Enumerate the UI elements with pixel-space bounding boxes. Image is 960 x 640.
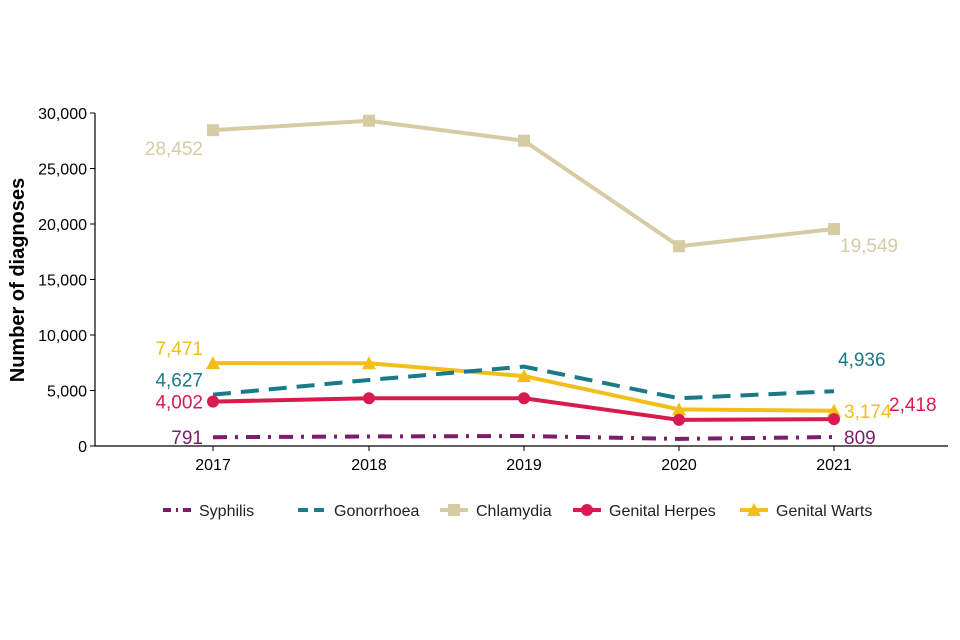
data-label-warts: 3,174 [844, 402, 892, 423]
series-warts [206, 356, 841, 417]
series-chlamydia [207, 114, 840, 253]
legend-label: Gonorrhoea [334, 503, 419, 520]
x-tick-label: 2021 [816, 457, 852, 474]
legend-swatch-marker [747, 503, 761, 516]
data-point-herpes [673, 413, 685, 426]
legend-label: Genital Herpes [609, 503, 716, 520]
y-tick-label: 15,000 [38, 273, 87, 290]
data-label-syphilis: 791 [171, 428, 203, 449]
legend-item-herpes: Genital Herpes [573, 503, 716, 520]
data-label-warts: 7,471 [155, 339, 203, 360]
data-point-chlamydia [207, 124, 219, 137]
y-tick-label: 20,000 [38, 217, 87, 234]
data-point-warts [362, 356, 376, 370]
x-tick-label: 2019 [506, 457, 542, 474]
x-tick-label: 2018 [351, 457, 387, 474]
data-label-syphilis: 809 [844, 428, 876, 449]
legend-swatch-marker [581, 504, 593, 516]
data-label-herpes: 4,002 [155, 393, 203, 414]
series-herpes [207, 392, 840, 426]
data-point-herpes [207, 395, 219, 408]
data-point-chlamydia [363, 114, 375, 127]
data-label-chlamydia: 28,452 [145, 139, 203, 160]
data-label-gonorrhoea: 4,627 [155, 371, 203, 392]
data-point-warts [206, 356, 220, 370]
legend-item-gonorrhoea: Gonorrhoea [298, 503, 419, 520]
data-point-chlamydia [673, 240, 685, 253]
legend-item-syphilis: Syphilis [163, 503, 254, 520]
legend-label: Syphilis [199, 503, 254, 520]
series-syphilis [212, 434, 835, 441]
legend-item-chlamydia: Chlamydia [440, 503, 552, 520]
data-point-chlamydia [828, 223, 840, 236]
y-tick-label: 10,000 [38, 328, 87, 345]
series-line-syphilis [212, 434, 835, 441]
y-ticks: 0 5,000 10,000 15,000 20,000 25,000 30,000 [38, 106, 95, 456]
y-tick-label: 5,000 [47, 384, 87, 401]
data-label-gonorrhoea: 4,936 [838, 350, 886, 371]
series-line-gonorrhoea [212, 364, 835, 401]
x-tick-label: 2017 [195, 457, 231, 474]
data-labels: 791 809 4,627 4,936 28,452 19,549 4,002 2,418 7,… [145, 139, 937, 449]
data-label-herpes: 2,418 [889, 395, 937, 416]
legend-label: Genital Warts [776, 503, 872, 520]
y-tick-label: 25,000 [38, 162, 87, 179]
x-tick-label: 2020 [661, 457, 697, 474]
legend-label: Chlamydia [476, 503, 552, 520]
data-point-warts [827, 403, 841, 417]
y-tick-label: 30,000 [38, 106, 87, 123]
legend-item-warts: Genital Warts [740, 503, 872, 520]
data-point-herpes [363, 392, 375, 405]
data-point-warts [517, 369, 531, 383]
legend: Syphilis Gonorrhoea Chlamydia Genital Herpe… [163, 503, 872, 520]
y-axis-label: Number of diagnoses [7, 178, 29, 382]
legend-swatch-marker [448, 504, 460, 516]
data-point-warts [672, 402, 686, 416]
series-group [206, 114, 841, 441]
x-ticks: 2017 2018 2019 2020 2021 [195, 446, 852, 474]
y-tick-label: 0 [78, 439, 87, 456]
series-gonorrhoea [212, 364, 835, 401]
data-point-chlamydia [518, 134, 530, 147]
data-point-herpes [828, 413, 840, 426]
data-label-chlamydia: 19,549 [840, 236, 898, 257]
data-point-herpes [518, 392, 530, 405]
